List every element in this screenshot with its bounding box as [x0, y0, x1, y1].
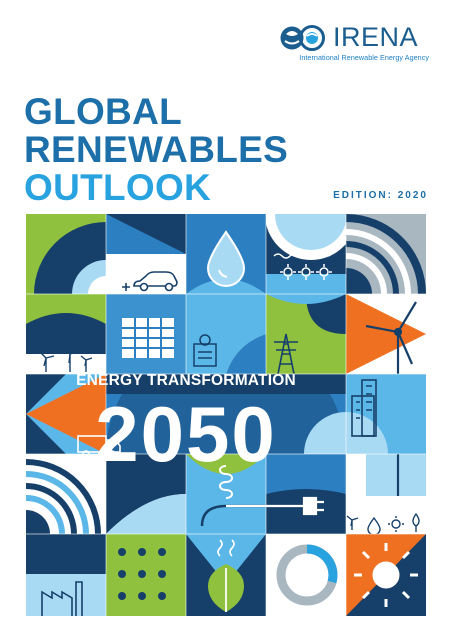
edition-label: EDITION: 2020 [333, 190, 428, 201]
title-line-1: GLOBAL [24, 91, 183, 132]
power-pylon-icon [274, 333, 298, 375]
car-icon [122, 271, 178, 292]
banner-year: 2050 [95, 390, 277, 478]
banner-title: ENERGY TRANSFORMATION [76, 372, 296, 389]
tile-r4c1 [26, 454, 106, 534]
wind-turbine-icon [39, 347, 93, 372]
tile-r1c3 [186, 214, 266, 294]
tile-r4c2 [106, 454, 186, 534]
tile-r2c4 [266, 294, 346, 374]
tile-r4c5 [346, 454, 426, 534]
irena-logo-icon [280, 25, 325, 51]
irena-full-name: International Renewable Energy Agency [299, 53, 429, 62]
leaf-icon [208, 564, 244, 612]
title-line-2: RENEWABLES [24, 129, 289, 170]
tile-r2c3 [186, 294, 266, 374]
sun-waves-icon [273, 253, 332, 280]
factory-icon [193, 334, 217, 367]
tile-r1c2 [106, 214, 186, 294]
water-drop-icon [206, 230, 246, 287]
solar-panel-icon [122, 318, 174, 358]
irena-logo: IRENA International Renewable Energy Age… [279, 22, 429, 62]
banner-block [106, 374, 346, 454]
report-title: GLOBAL RENEWABLES OUTLOOK [24, 93, 288, 207]
building-icon [351, 379, 377, 437]
cover-mosaic [26, 214, 426, 616]
mosaic-graphic [26, 214, 426, 616]
sun-icon [354, 543, 418, 607]
tile-r4c4 [266, 454, 346, 534]
tile-grid [26, 214, 426, 616]
tile-r1c1 [26, 214, 106, 294]
factory-icon [41, 581, 83, 616]
tile-r1c5 [346, 214, 426, 294]
irena-wordmark: IRENA [333, 22, 419, 52]
plug-icon [226, 496, 324, 516]
donut-chart-icon [276, 544, 338, 606]
tile-r5c2 [106, 534, 186, 616]
tile-r3c1 [26, 374, 106, 454]
tile-r1c4 [266, 214, 346, 294]
tile-r4c3 [186, 454, 266, 534]
tile-r2c1 [26, 294, 106, 374]
title-line-3: OUTLOOK [24, 167, 212, 208]
tile-r5c1 [26, 534, 106, 616]
